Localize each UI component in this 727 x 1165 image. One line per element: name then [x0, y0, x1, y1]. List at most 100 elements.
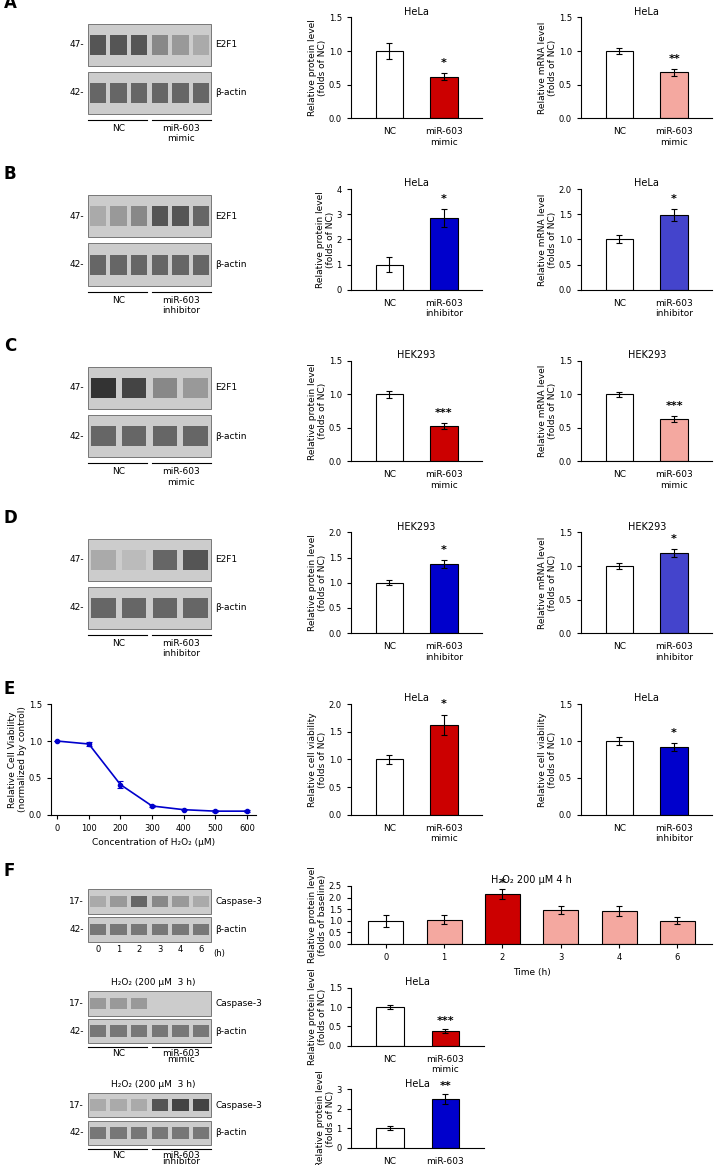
Bar [111, 83, 127, 103]
Title: HeLa: HeLa [405, 1079, 430, 1088]
Bar [131, 924, 148, 935]
Title: HeLa: HeLa [634, 7, 659, 16]
Bar [172, 255, 188, 275]
Bar [376, 264, 403, 290]
Text: 47-: 47- [69, 212, 84, 221]
Text: A: A [4, 0, 17, 12]
Bar [111, 997, 127, 1009]
Bar [602, 911, 637, 944]
Bar [131, 1025, 148, 1037]
Bar [88, 243, 211, 285]
Bar [151, 83, 168, 103]
Text: C: C [4, 337, 16, 355]
Text: 42-: 42- [69, 1129, 84, 1137]
Text: 0: 0 [95, 945, 101, 954]
Text: *: * [441, 699, 447, 709]
Title: HEK293: HEK293 [398, 522, 435, 531]
Bar [131, 83, 148, 103]
Bar [193, 896, 209, 908]
Y-axis label: Relative protein level
(folds of NC): Relative protein level (folds of NC) [316, 191, 335, 288]
Text: inhibitor: inhibitor [162, 1157, 201, 1165]
Title: HeLa: HeLa [404, 178, 429, 189]
Bar [90, 924, 106, 935]
Bar [88, 587, 211, 629]
Bar [151, 1025, 168, 1037]
Text: miR-603: miR-603 [162, 296, 200, 305]
Y-axis label: Relative mRNA level
(folds of NC): Relative mRNA level (folds of NC) [538, 537, 558, 629]
Y-axis label: Relative protein level
(folds of NC): Relative protein level (folds of NC) [308, 968, 327, 1065]
Y-axis label: Relative mRNA level
(folds of NC): Relative mRNA level (folds of NC) [538, 365, 558, 458]
Bar [90, 83, 106, 103]
X-axis label: Concentration of H₂O₂ (μM): Concentration of H₂O₂ (μM) [92, 839, 215, 847]
Bar [88, 23, 211, 65]
Bar [91, 550, 116, 570]
Bar [193, 255, 209, 275]
Text: *: * [499, 877, 505, 888]
Bar [90, 1128, 106, 1139]
Bar [88, 1121, 211, 1145]
X-axis label: Time (h): Time (h) [513, 968, 550, 976]
Bar [193, 83, 209, 103]
Bar [111, 896, 127, 908]
Text: miR-603: miR-603 [162, 1151, 200, 1160]
Text: β-actin: β-actin [215, 1129, 246, 1137]
Title: HeLa: HeLa [404, 693, 429, 704]
Text: NC: NC [112, 467, 125, 476]
Bar [193, 924, 209, 935]
Text: E: E [4, 680, 15, 698]
Bar [91, 598, 116, 617]
Text: 47-: 47- [69, 40, 84, 49]
Bar [88, 889, 211, 913]
Bar [90, 206, 106, 226]
Y-axis label: Relative mRNA level
(folds of NC): Relative mRNA level (folds of NC) [538, 22, 558, 114]
Title: HEK293: HEK293 [627, 522, 666, 531]
Bar [131, 206, 148, 226]
Title: H₂O₂ (200 μM  3 h): H₂O₂ (200 μM 3 h) [111, 977, 196, 987]
Bar [88, 415, 211, 458]
Text: *: * [441, 195, 447, 204]
Text: 17-: 17- [69, 1101, 84, 1109]
Bar [111, 35, 127, 55]
Text: miR-603: miR-603 [162, 640, 200, 648]
Y-axis label: Relative protein level
(folds of NC): Relative protein level (folds of NC) [308, 535, 327, 631]
Text: ***: *** [435, 408, 453, 418]
Title: HeLa: HeLa [405, 976, 430, 987]
Text: 1: 1 [116, 945, 121, 954]
Text: E2F1: E2F1 [215, 40, 238, 49]
Text: 17-: 17- [69, 897, 84, 906]
Bar [172, 1025, 188, 1037]
Y-axis label: Relative mRNA level
(folds of NC): Relative mRNA level (folds of NC) [538, 193, 558, 285]
Bar [111, 1100, 127, 1111]
Bar [111, 1025, 127, 1037]
Bar [427, 919, 462, 944]
Text: β-actin: β-actin [215, 925, 246, 934]
Y-axis label: Relative protein level
(folds of NC): Relative protein level (folds of NC) [308, 362, 327, 459]
Bar [193, 997, 209, 1009]
Bar [606, 395, 633, 461]
Text: *: * [671, 195, 677, 204]
Title: H₂O₂ 200 μM 4 h: H₂O₂ 200 μM 4 h [491, 875, 572, 885]
Bar [660, 72, 688, 118]
Y-axis label: Relative protein level
(folds of baseline): Relative protein level (folds of baselin… [308, 867, 327, 963]
Bar [193, 1100, 209, 1111]
Bar [376, 582, 403, 633]
Bar [430, 218, 458, 290]
Bar [90, 35, 106, 55]
Text: miR-603: miR-603 [162, 125, 200, 133]
Bar [91, 377, 116, 398]
Text: β-actin: β-actin [215, 1026, 246, 1036]
Text: mimic: mimic [167, 478, 196, 487]
Bar [90, 1025, 106, 1037]
Text: 47-: 47- [69, 556, 84, 564]
Bar [151, 255, 168, 275]
Title: HeLa: HeLa [404, 7, 429, 16]
Text: ***: *** [437, 1016, 454, 1026]
Bar [485, 894, 520, 944]
Text: NC: NC [112, 296, 125, 305]
Bar [131, 997, 148, 1009]
Text: NC: NC [112, 640, 125, 648]
Bar [660, 216, 688, 290]
Text: *: * [671, 534, 677, 544]
Bar [153, 377, 177, 398]
Bar [183, 598, 208, 617]
